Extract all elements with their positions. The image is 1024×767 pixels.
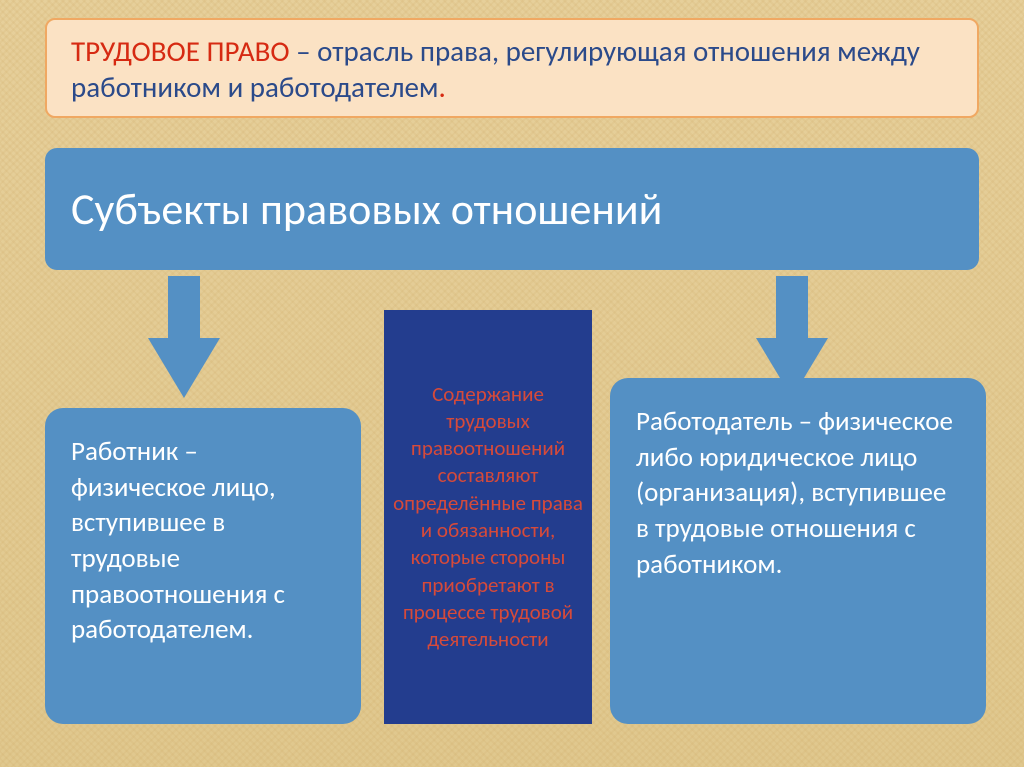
content-description-text: Содержание трудовых правоотношений соста…: [392, 381, 584, 654]
employer-definition-text: Работодатель – физическое либо юридическ…: [636, 405, 953, 581]
content-description-box: Содержание трудовых правоотношений соста…: [384, 310, 592, 724]
employee-definition-box: Работник – физическое лицо, вступившее в…: [45, 408, 361, 724]
employer-definition-box: Работодатель – физическое либо юридическ…: [610, 378, 986, 724]
main-title-label: Субъекты правовых отношений: [71, 182, 662, 236]
header-dash: –: [290, 33, 318, 69]
header-term: ТРУДОВОЕ ПРАВО: [71, 33, 290, 69]
main-title-box: Субъекты правовых отношений: [45, 148, 979, 270]
header-definition-box: ТРУДОВОЕ ПРАВО – отрасль права, регулиру…: [45, 18, 979, 118]
header-trailing-dot: .: [438, 69, 445, 105]
header-text: ТРУДОВОЕ ПРАВО – отрасль права, регулиру…: [71, 33, 957, 106]
arrow-left-icon: [148, 276, 220, 398]
employee-definition-text: Работник – физическое лицо, вступившее в…: [71, 435, 285, 646]
